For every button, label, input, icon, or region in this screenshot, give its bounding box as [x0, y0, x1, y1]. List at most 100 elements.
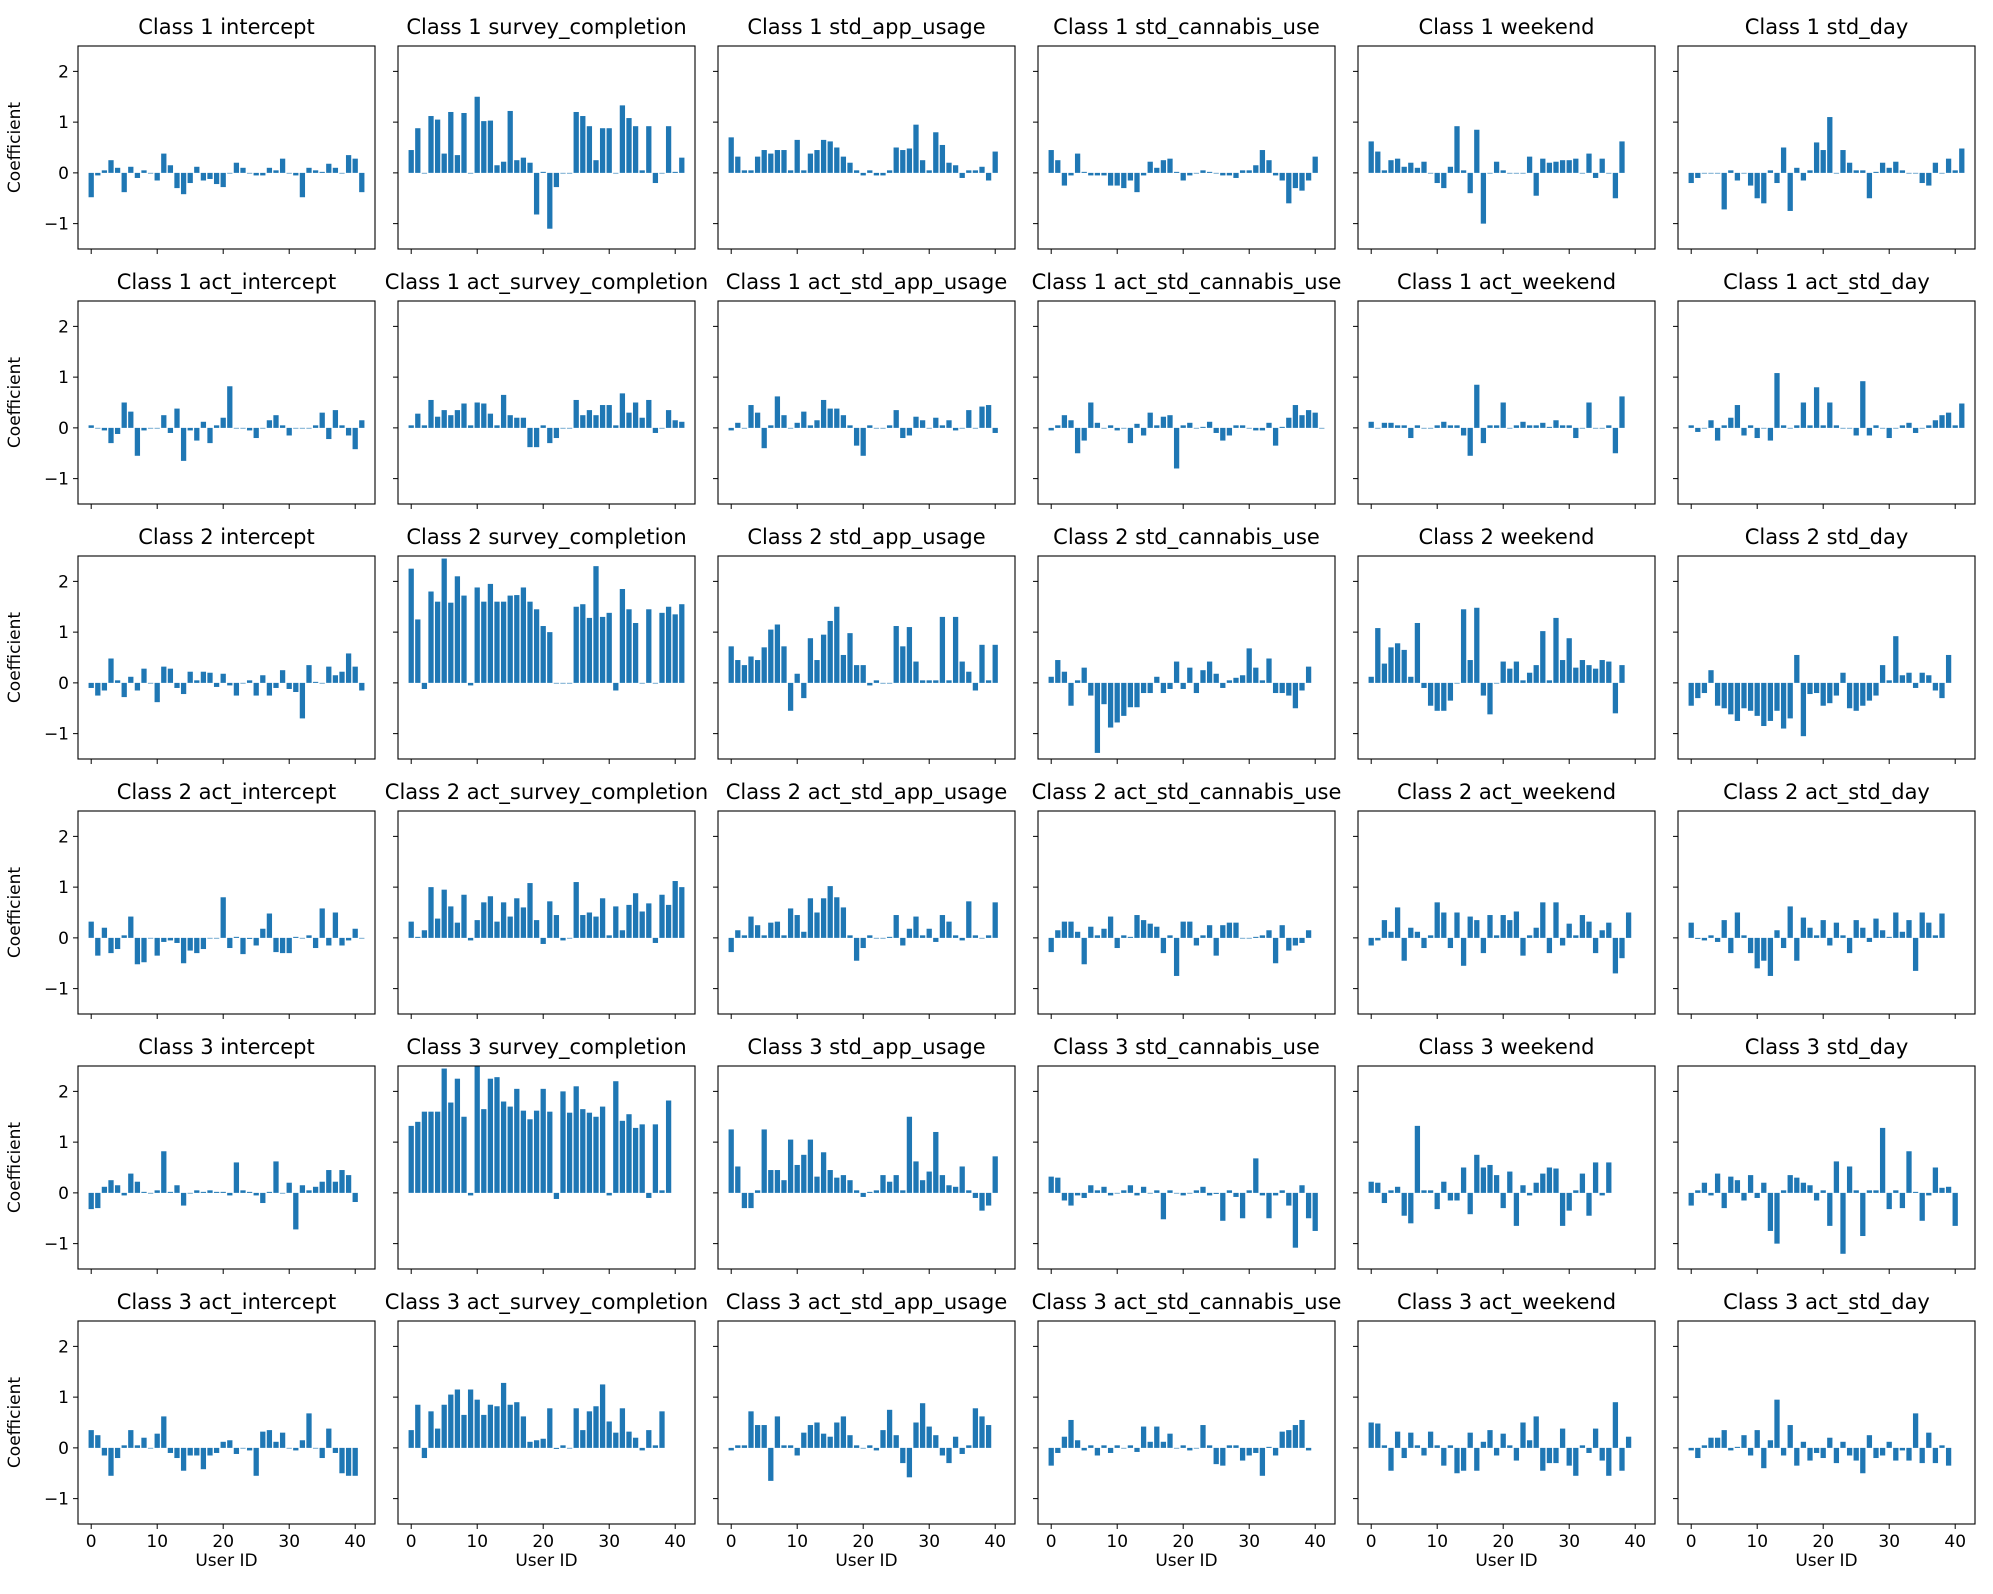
bar [1253, 1158, 1259, 1193]
bar [867, 1191, 873, 1193]
bar [979, 1416, 985, 1448]
bar [154, 1190, 160, 1193]
bar [1220, 1447, 1226, 1466]
bar [1540, 902, 1546, 938]
bar [1708, 420, 1714, 428]
bar [1134, 423, 1140, 428]
bar [768, 153, 774, 173]
bar [613, 906, 619, 938]
bar [220, 673, 226, 683]
bar [1394, 425, 1401, 428]
bar [1266, 160, 1272, 173]
bar [1154, 167, 1160, 173]
bar [946, 1447, 952, 1464]
bar [200, 1447, 207, 1470]
bar [1173, 171, 1180, 173]
bar [299, 172, 306, 198]
bar [1068, 172, 1074, 176]
bar [1068, 420, 1074, 428]
bar [761, 935, 767, 938]
bar [1774, 1399, 1780, 1448]
bar [1101, 1445, 1107, 1448]
bar [1427, 1190, 1434, 1193]
bar [454, 1389, 461, 1448]
y-tick-label: 2 [58, 827, 69, 847]
bar [101, 682, 108, 691]
bar [1368, 1422, 1374, 1448]
bar [1926, 172, 1932, 186]
bar [1154, 676, 1160, 683]
bar [1540, 1173, 1546, 1193]
axes-frame [1037, 810, 1336, 1015]
bar [659, 894, 665, 938]
y-tick-label: −1 [44, 1235, 69, 1255]
bar [266, 1430, 273, 1448]
bar [1233, 1445, 1239, 1448]
bar [880, 427, 886, 429]
x-tick-label: 30 [598, 1532, 620, 1552]
bar [1873, 425, 1879, 428]
bar [273, 682, 279, 688]
bar [1493, 935, 1500, 938]
subplot-title: Class 1 intercept [138, 15, 314, 39]
x-axis-label: User ID [1475, 1551, 1537, 1571]
bar [672, 420, 678, 428]
bar [1747, 425, 1754, 428]
subplot-title: Class 2 weekend [1419, 525, 1595, 549]
bar [474, 920, 480, 938]
bar [293, 682, 299, 693]
y-tick-label: 2 [58, 317, 69, 337]
bar [827, 1436, 833, 1448]
bar [147, 1192, 154, 1194]
bar [1193, 172, 1200, 174]
bar [1526, 425, 1533, 428]
bar [632, 1127, 639, 1193]
bar [494, 921, 500, 938]
bar [101, 170, 108, 173]
bar [1193, 1190, 1200, 1193]
bar [573, 1408, 579, 1448]
bar [1414, 1125, 1421, 1193]
bar [326, 937, 332, 946]
bar [1932, 162, 1939, 173]
bar [834, 1177, 840, 1193]
x-axis-label: User ID [195, 1551, 257, 1571]
bar [540, 171, 546, 173]
bar [227, 386, 233, 428]
bar [553, 682, 560, 684]
bar [1573, 158, 1579, 173]
bar [1154, 1426, 1160, 1448]
bar [233, 427, 240, 429]
bar [1695, 1447, 1701, 1459]
bar [1447, 1192, 1454, 1201]
bar [108, 937, 114, 954]
bar [646, 609, 652, 683]
bar [359, 420, 365, 428]
bar [1081, 171, 1087, 173]
bar [207, 1190, 213, 1193]
bar [1299, 937, 1305, 943]
bar [1460, 609, 1467, 683]
bar [1926, 425, 1932, 428]
bar [781, 646, 787, 683]
axes-frame [397, 1320, 696, 1525]
bar [761, 427, 767, 449]
bar [1394, 1186, 1401, 1193]
bar [1272, 937, 1279, 964]
bar [88, 425, 94, 428]
bar [293, 427, 299, 429]
bar [154, 937, 160, 956]
bar [1959, 403, 1965, 428]
bar [1688, 682, 1694, 706]
bar [1127, 1185, 1134, 1193]
bar [1193, 682, 1200, 694]
bar [253, 1192, 259, 1196]
bar [273, 170, 279, 173]
bar [754, 1190, 761, 1193]
bar [946, 680, 952, 683]
bar [1500, 1192, 1506, 1209]
bar [260, 675, 266, 683]
bar [319, 412, 325, 428]
bar [1319, 427, 1325, 429]
bar [781, 150, 787, 173]
